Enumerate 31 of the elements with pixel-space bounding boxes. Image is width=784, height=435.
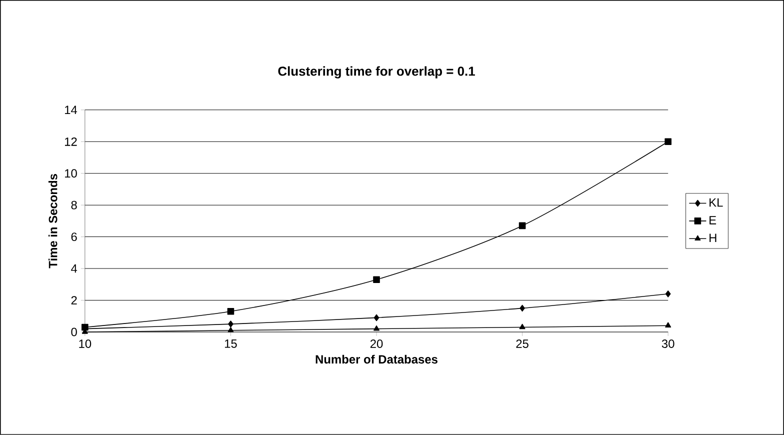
legend-label: H xyxy=(710,234,716,242)
point xyxy=(520,304,525,312)
y-axis-title: Time in Seconds xyxy=(48,174,58,268)
x-axis-title: Number of Databases xyxy=(316,354,438,364)
point xyxy=(518,222,526,230)
chart-title: Clustering time for overlap = 0.1 xyxy=(278,66,475,78)
y-tick-label: 14 xyxy=(65,106,78,114)
y-tick-label: 6 xyxy=(71,232,77,242)
y-tick-label: 4 xyxy=(71,264,78,273)
x-tick-label: 15 xyxy=(224,340,237,348)
point xyxy=(373,276,380,284)
y-tick-label: 10 xyxy=(65,169,77,178)
point xyxy=(519,324,526,330)
legend-label: KL xyxy=(710,198,723,207)
x-tick-label: 10 xyxy=(79,340,92,348)
point xyxy=(665,322,672,328)
point xyxy=(374,325,380,331)
legend-label: E xyxy=(710,216,716,224)
point xyxy=(227,308,234,315)
point xyxy=(374,314,380,322)
y-tick-label: 12 xyxy=(65,138,77,146)
point xyxy=(228,320,234,328)
y-tick-label: 2 xyxy=(71,296,77,304)
x-tick-label: 20 xyxy=(370,340,383,348)
point xyxy=(665,290,671,298)
y-tick-label: 0 xyxy=(71,328,77,336)
point xyxy=(228,327,234,332)
y-tick-label: 8 xyxy=(71,200,77,210)
x-tick-label: 25 xyxy=(516,340,528,348)
x-tick-label: 30 xyxy=(662,340,674,348)
point xyxy=(664,138,672,146)
